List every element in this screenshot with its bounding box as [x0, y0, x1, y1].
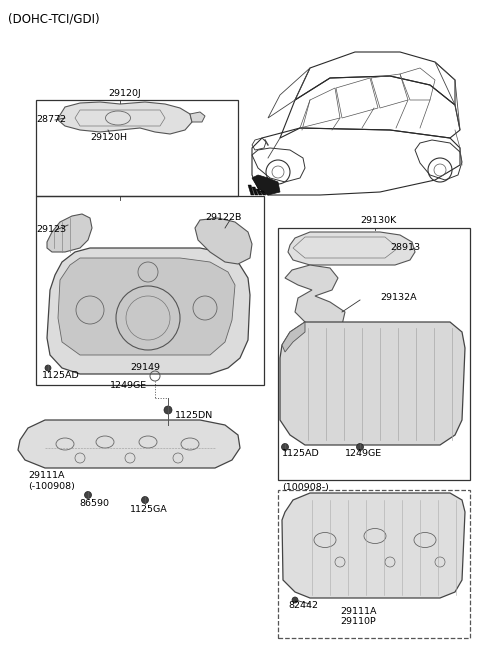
Circle shape [292, 597, 298, 603]
Text: (DOHC-TCI/GDI): (DOHC-TCI/GDI) [8, 12, 100, 25]
Polygon shape [47, 214, 92, 252]
Polygon shape [285, 265, 345, 330]
Text: 29130K: 29130K [360, 216, 396, 225]
Bar [278, 228, 470, 480]
Polygon shape [288, 232, 415, 265]
Text: 1125DN: 1125DN [175, 410, 213, 420]
Text: 29110P: 29110P [340, 618, 376, 627]
Circle shape [281, 444, 288, 450]
Text: 1125GA: 1125GA [130, 505, 168, 515]
Circle shape [84, 491, 92, 499]
Polygon shape [256, 189, 262, 195]
Polygon shape [18, 420, 240, 468]
Circle shape [357, 444, 363, 450]
Polygon shape [58, 258, 235, 355]
Polygon shape [58, 102, 192, 134]
Text: 29122B: 29122B [205, 214, 241, 222]
Polygon shape [280, 322, 465, 445]
Text: 1249GE: 1249GE [345, 448, 382, 457]
Polygon shape [248, 185, 254, 195]
Polygon shape [252, 187, 258, 195]
Polygon shape [195, 218, 252, 264]
Text: 29120H: 29120H [90, 133, 127, 141]
Text: 28772: 28772 [36, 116, 66, 125]
Polygon shape [282, 322, 305, 352]
Text: 29123: 29123 [36, 226, 66, 234]
Bar [36, 100, 238, 196]
Text: 1249GE: 1249GE [110, 380, 147, 390]
Circle shape [142, 497, 148, 503]
Polygon shape [282, 493, 465, 598]
Circle shape [164, 406, 172, 414]
Text: 86590: 86590 [79, 499, 109, 509]
Text: 29111A: 29111A [340, 608, 376, 616]
Text: 29132A: 29132A [380, 293, 417, 303]
Polygon shape [190, 112, 205, 122]
Text: 1125AD: 1125AD [42, 371, 80, 380]
Text: 29120J: 29120J [108, 89, 141, 98]
Text: 29149: 29149 [130, 363, 160, 373]
Text: (-100908): (-100908) [28, 483, 75, 491]
Text: 28913: 28913 [390, 244, 420, 252]
Bar [278, 490, 470, 638]
Circle shape [45, 365, 51, 371]
Polygon shape [47, 248, 250, 374]
Bar [36, 196, 264, 385]
Text: 1125AD: 1125AD [282, 448, 320, 457]
Text: (100908-): (100908-) [282, 483, 329, 492]
Polygon shape [260, 191, 266, 195]
Text: 82442: 82442 [288, 602, 318, 610]
Text: 29111A: 29111A [28, 471, 64, 481]
Polygon shape [252, 175, 280, 195]
